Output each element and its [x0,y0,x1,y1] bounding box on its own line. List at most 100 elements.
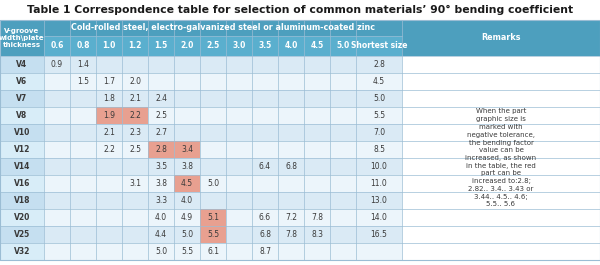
Text: 3.5: 3.5 [259,42,272,51]
Text: Shortest size: Shortest size [351,42,407,51]
Bar [96,36,122,56]
Text: 7.8: 7.8 [311,213,323,222]
Text: 2.4: 2.4 [155,94,167,103]
Text: 2.2: 2.2 [103,145,115,154]
Bar [0,226,402,243]
Bar [0,90,44,107]
Text: 6.8: 6.8 [285,162,297,171]
Text: 1.9: 1.9 [103,111,115,120]
Text: 2.5: 2.5 [129,145,141,154]
Bar [174,36,200,56]
Text: 5.0: 5.0 [181,230,193,239]
Bar [402,20,600,56]
Text: 3.5: 3.5 [155,162,167,171]
Text: 6.6: 6.6 [259,213,271,222]
Text: 3.0: 3.0 [232,42,245,51]
Text: V8: V8 [16,111,28,120]
Text: 2.1: 2.1 [129,94,141,103]
Text: When the part
graphic size is
marked with
negative tolerance,
the bending factor: When the part graphic size is marked wit… [466,108,536,207]
Bar [0,226,44,243]
Text: 13.0: 13.0 [371,196,388,205]
Text: 16.5: 16.5 [371,230,388,239]
Text: 0.6: 0.6 [50,42,64,51]
Bar [0,107,402,124]
Text: 5.0: 5.0 [207,179,219,188]
Text: 1.7: 1.7 [103,77,115,86]
Text: 0.9: 0.9 [51,60,63,69]
Text: 2.8: 2.8 [155,145,167,154]
Text: 6.4: 6.4 [259,162,271,171]
Text: V32: V32 [14,247,30,256]
Text: 5.0: 5.0 [155,247,167,256]
Text: 14.0: 14.0 [371,213,388,222]
Bar [0,124,402,141]
Text: 11.0: 11.0 [371,179,388,188]
Text: 4.0: 4.0 [181,196,193,205]
Bar [226,36,252,56]
Bar [304,36,330,56]
Text: 5.0: 5.0 [373,94,385,103]
Text: 4.4: 4.4 [155,230,167,239]
Bar [148,36,174,56]
Text: 4.0: 4.0 [284,42,298,51]
Text: 2.5: 2.5 [206,42,220,51]
Text: 5.5: 5.5 [373,111,385,120]
Bar [0,141,44,158]
Text: 4.5: 4.5 [310,42,323,51]
Bar [70,36,96,56]
Bar [0,73,402,90]
Bar [402,56,600,260]
Text: V7: V7 [16,94,28,103]
Text: V16: V16 [14,179,30,188]
Bar [200,209,226,226]
Text: 2.0: 2.0 [129,77,141,86]
Bar [252,36,278,56]
Text: V18: V18 [14,196,30,205]
Bar [0,141,402,158]
Bar [174,175,200,192]
Text: 1.8: 1.8 [103,94,115,103]
Bar [0,56,402,73]
Bar [0,90,402,107]
Text: V10: V10 [14,128,30,137]
Text: V4: V4 [16,60,28,69]
Text: 3.3: 3.3 [155,196,167,205]
Text: 7.0: 7.0 [373,128,385,137]
Bar [200,36,226,56]
Bar [0,209,402,226]
Text: 4.5: 4.5 [181,179,193,188]
Text: V25: V25 [14,230,30,239]
Text: 1.0: 1.0 [103,42,116,51]
Bar [0,73,44,90]
Bar [122,107,148,124]
Text: 1.4: 1.4 [77,60,89,69]
Text: Cold-rolled steel, electro-galvanized steel or aluminum-coated zinc: Cold-rolled steel, electro-galvanized st… [71,24,375,33]
Text: 0.8: 0.8 [76,42,90,51]
Bar [44,36,70,56]
Text: V12: V12 [14,145,30,154]
Text: 5.1: 5.1 [207,213,219,222]
Bar [356,36,402,56]
Text: 8.3: 8.3 [311,230,323,239]
Text: 5.5: 5.5 [181,247,193,256]
Text: 4.0: 4.0 [155,213,167,222]
Bar [122,36,148,56]
Bar [44,20,402,36]
Bar [278,36,304,56]
Bar [0,158,44,175]
Text: 3.1: 3.1 [129,179,141,188]
Text: 6.8: 6.8 [259,230,271,239]
Text: 2.3: 2.3 [129,128,141,137]
Text: 1.5: 1.5 [154,42,167,51]
Bar [0,192,44,209]
Text: 4.5: 4.5 [373,77,385,86]
Text: 3.8: 3.8 [155,179,167,188]
Bar [0,192,402,209]
Bar [96,107,122,124]
Text: 7.2: 7.2 [285,213,297,222]
Bar [0,175,402,192]
Text: 5.0: 5.0 [337,42,350,51]
Bar [0,56,44,73]
Bar [0,107,44,124]
Bar [0,158,402,175]
